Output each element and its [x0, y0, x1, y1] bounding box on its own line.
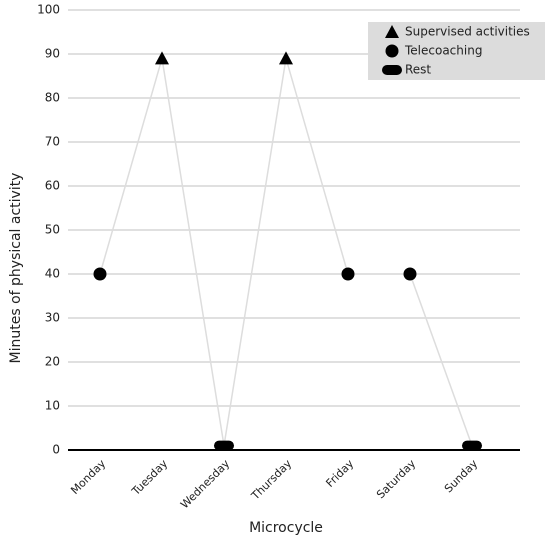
y-tick-label: 0 [52, 443, 60, 457]
x-tick-label: Friday [323, 457, 356, 490]
y-tick-label: 90 [45, 47, 60, 61]
point [93, 267, 107, 281]
y-tick-label: 50 [45, 223, 60, 237]
point [155, 51, 169, 65]
y-tick-label: 10 [45, 399, 60, 413]
x-axis-label: Microcycle [249, 520, 323, 536]
y-axis-label: Minutes of physical activity [8, 173, 24, 364]
y-tick-label: 60 [45, 179, 60, 193]
point [279, 51, 293, 65]
point [403, 267, 417, 281]
legend: Supervised activities Telecoaching Rest [368, 22, 545, 80]
point [214, 440, 234, 451]
x-tick-label: Monday [68, 457, 108, 497]
legend-marker [382, 65, 402, 75]
y-tick-label: 40 [45, 267, 60, 281]
x-tick-label: Tuesday [129, 457, 171, 499]
connector [161, 58, 225, 446]
legend-label: Telecoaching [404, 44, 482, 58]
legend-label: Rest [405, 63, 431, 77]
connector [285, 58, 349, 275]
legend-marker [385, 25, 399, 38]
y-tick-label: 70 [45, 135, 60, 149]
legend-label: Supervised activities [405, 25, 530, 39]
x-tick-label: Wednesday [178, 457, 233, 512]
x-tick-label: Saturday [374, 457, 419, 502]
connector [99, 58, 163, 275]
legend-marker [385, 44, 399, 58]
x-tick-label: Thursday [248, 457, 294, 503]
y-tick-label: 30 [45, 311, 60, 325]
point [341, 267, 355, 281]
y-tick-label: 80 [45, 91, 60, 105]
y-tick-label: 100 [37, 3, 60, 17]
y-tick-label: 20 [45, 355, 60, 369]
point [462, 440, 482, 451]
connector [409, 273, 473, 446]
x-tick-label: Sunday [442, 457, 481, 496]
connector [223, 58, 287, 446]
